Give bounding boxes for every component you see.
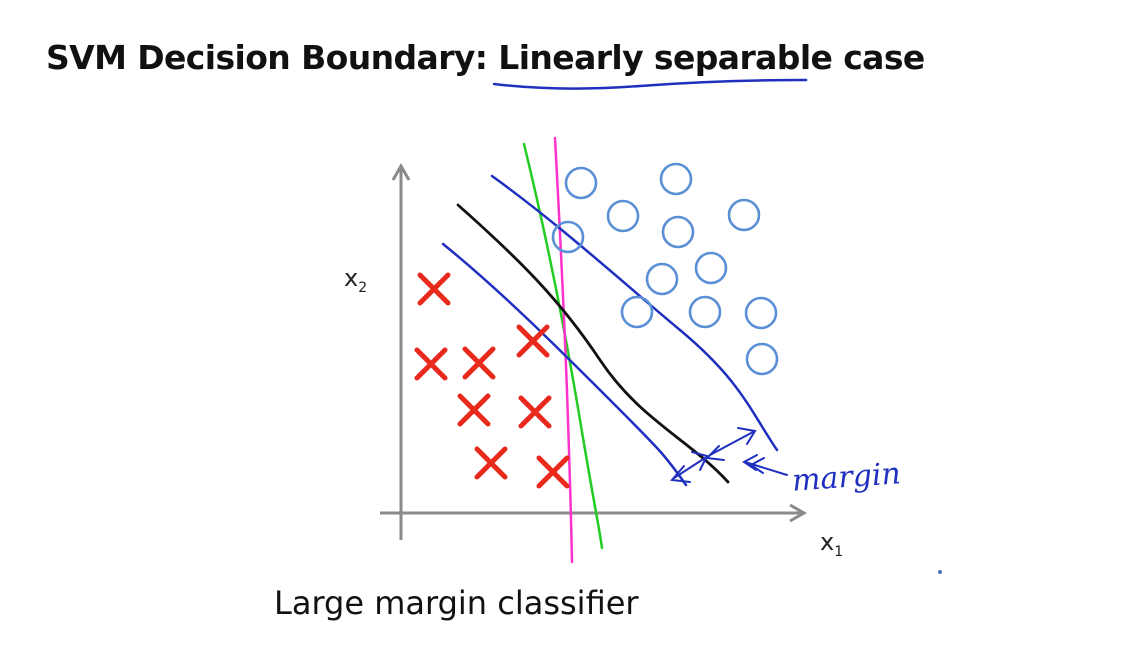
cross-icon <box>414 347 448 381</box>
margin-arrows <box>670 427 788 483</box>
slide-title: SVM Decision Boundary: Linearly separabl… <box>46 38 925 77</box>
slide-caption: Large margin classifier <box>274 584 639 622</box>
title-underline <box>492 78 808 90</box>
y-axis-label-text: x <box>344 264 359 292</box>
circle-icon <box>564 166 598 200</box>
title-emphasis: Linearly separable <box>498 38 833 77</box>
circle-icon <box>694 251 728 285</box>
circle-icon <box>620 295 654 329</box>
cross-icon <box>516 324 550 358</box>
margin-arrow-upper-head-b <box>737 427 757 445</box>
x-axis-label: x1 <box>820 528 843 560</box>
margin-pointer-head-1 <box>742 454 758 471</box>
y-axis-arrow <box>391 162 411 181</box>
axes <box>380 162 808 540</box>
cross-icon <box>474 446 508 480</box>
magenta-boundary-line <box>553 136 574 564</box>
margin-arrow-lower-head-a <box>670 465 691 483</box>
positive-examples <box>551 162 779 376</box>
margin-arrow-upper <box>709 431 754 456</box>
cross-icon <box>536 455 570 489</box>
circle-icon <box>744 296 778 330</box>
green-boundary-line <box>522 142 604 550</box>
x-axis-label-text: x <box>820 528 835 556</box>
circle-icon <box>661 215 695 249</box>
lower-margin-line <box>441 242 688 487</box>
circle-icon <box>645 262 679 296</box>
svm-decision-boundary <box>456 203 730 484</box>
cross-icon <box>417 272 451 306</box>
circle-icon <box>659 162 693 196</box>
y-axis-label-subscript: 2 <box>358 279 368 296</box>
negative-examples <box>414 272 570 489</box>
x-axis-arrow <box>789 503 808 523</box>
title-end: case <box>832 38 925 77</box>
margin-arrow-lower-head-b <box>691 451 709 471</box>
cross-icon <box>518 395 552 429</box>
upper-margin-line <box>490 174 779 452</box>
stray-dot <box>938 570 942 574</box>
title-main: SVM Decision Boundary: <box>46 38 499 77</box>
margin-arrow-lower <box>673 457 706 479</box>
margin-arrow-upper-head-a <box>704 445 725 461</box>
cross-icon <box>457 393 491 427</box>
margin-pointer-head-2 <box>749 457 765 474</box>
circle-icon <box>688 295 722 329</box>
circle-icon <box>727 198 761 232</box>
circle-icon <box>606 199 640 233</box>
circle-icon <box>551 220 585 254</box>
x-axis-label-subscript: 1 <box>834 543 844 560</box>
circle-icon <box>745 342 779 376</box>
cross-icon <box>462 346 496 380</box>
y-axis-label: x2 <box>344 264 367 296</box>
